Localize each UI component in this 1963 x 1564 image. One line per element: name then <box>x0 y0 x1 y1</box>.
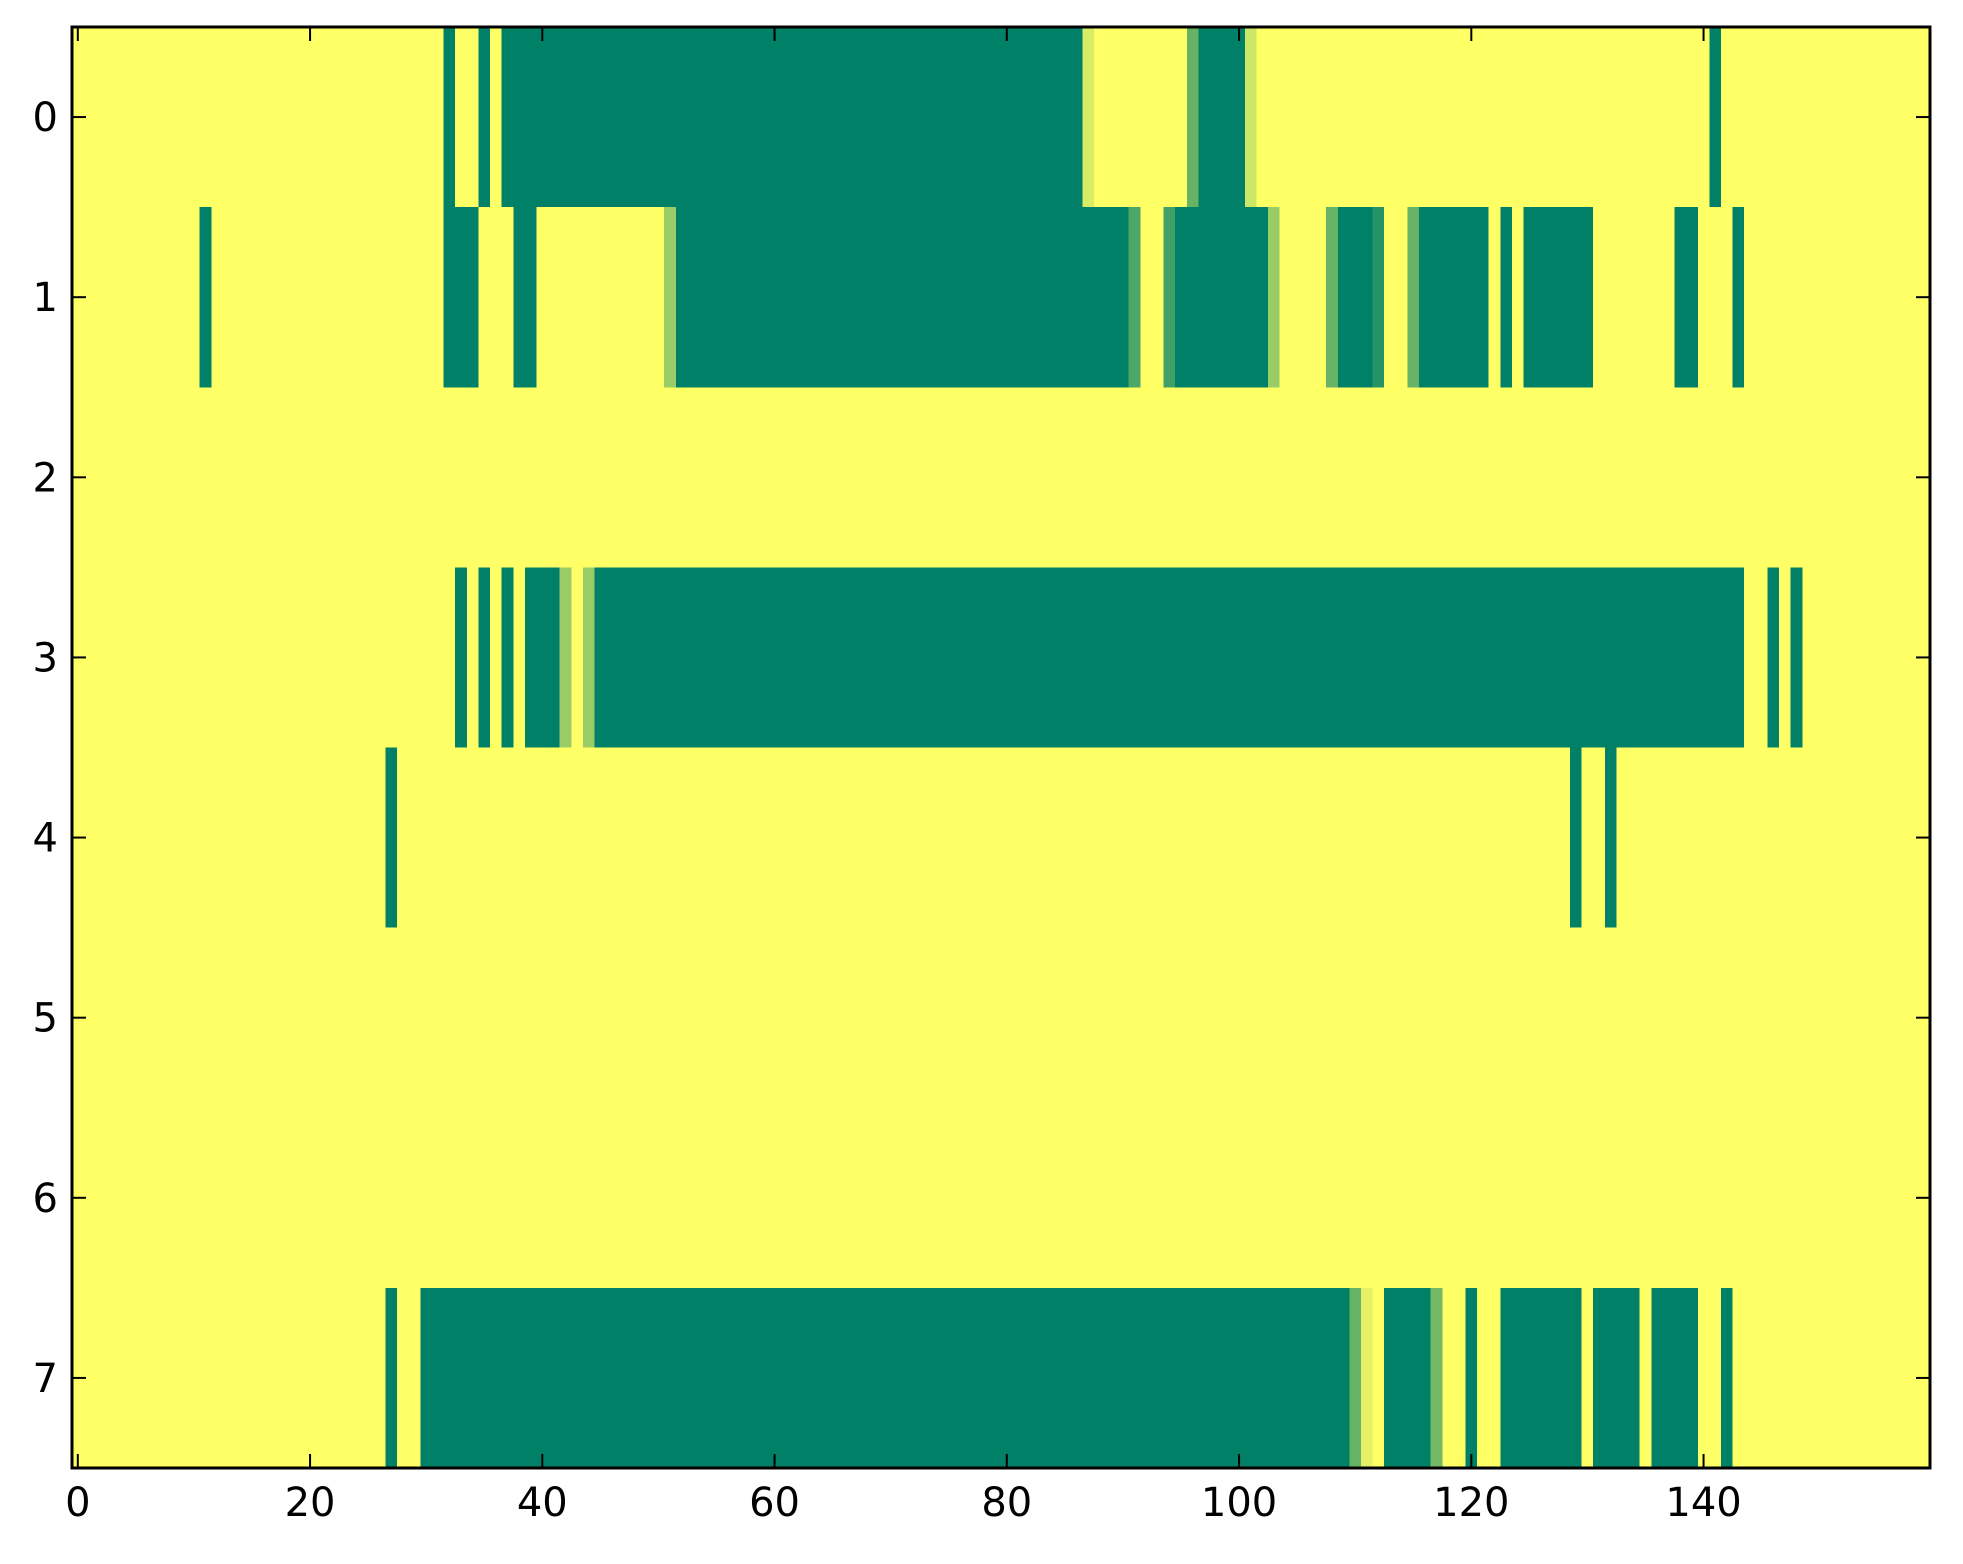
heatmap-cell <box>1186 27 1199 208</box>
heatmap-cell <box>501 567 514 748</box>
heatmap-cell <box>443 27 456 208</box>
heatmap-cell <box>1326 207 1338 388</box>
x-tick-label: 60 <box>749 1480 800 1526</box>
heatmap-cell <box>1500 207 1512 388</box>
heatmap-cell <box>443 207 479 388</box>
heatmap-cell <box>1419 207 1489 388</box>
x-tick-label: 140 <box>1665 1480 1741 1526</box>
axis-ticks <box>72 27 1930 1468</box>
heatmap-cell <box>1500 1287 1582 1468</box>
heatmap-cell <box>594 567 1745 748</box>
y-axis-tick-labels: 0 1 2 3 4 5 6 7 <box>33 95 58 1402</box>
y-tick-label: 1 <box>33 275 58 321</box>
x-tick-label: 0 <box>65 1480 90 1526</box>
heatmap-cell <box>1082 27 1094 208</box>
heatmap-cell <box>420 1287 1350 1468</box>
y-tick-label: 6 <box>33 1176 58 1222</box>
y-tick-label: 5 <box>33 996 58 1042</box>
heatmap-cell <box>455 567 467 748</box>
heatmap-cell <box>1198 27 1245 208</box>
heatmap-cell <box>1349 1287 1361 1468</box>
y-tick-label: 4 <box>33 816 58 862</box>
heatmap-cell <box>524 567 560 748</box>
heatmap-cell <box>1720 1287 1733 1468</box>
heatmap-cell <box>513 207 537 388</box>
x-tick-label: 20 <box>285 1480 336 1526</box>
heatmap-cell <box>1163 207 1176 388</box>
heatmap-cell <box>385 1287 398 1468</box>
heatmap-cells <box>72 27 1930 1468</box>
heatmap-cell <box>1790 567 1803 748</box>
heatmap-cell <box>1175 207 1269 388</box>
heatmap-cell <box>1384 1287 1431 1468</box>
heatmap-cell <box>664 207 676 388</box>
y-tick-label: 3 <box>33 635 58 681</box>
heatmap-cell <box>1674 207 1698 388</box>
heatmap-cell <box>1128 207 1141 388</box>
heatmap-cell <box>1523 207 1594 388</box>
x-axis-tick-labels: 0 20 40 60 80 100 120 140 <box>65 1480 1742 1526</box>
heatmap-cell <box>1651 1287 1698 1468</box>
heatmap-cell <box>1732 207 1745 388</box>
heatmap-cell <box>1430 1287 1443 1468</box>
x-tick-label: 100 <box>1201 1480 1277 1526</box>
heatmap-cell <box>582 567 595 748</box>
y-tick-label: 7 <box>33 1356 58 1402</box>
heatmap-cell <box>1244 27 1257 208</box>
x-tick-label: 120 <box>1433 1480 1509 1526</box>
heatmap-cell <box>1465 1287 1478 1468</box>
heatmap-cell <box>478 27 491 208</box>
plot-frame <box>70 25 1932 1470</box>
y-tick-label: 2 <box>33 455 58 501</box>
heatmap-cell <box>559 567 572 748</box>
heatmap-cell <box>675 207 1129 388</box>
y-tick-label: 0 <box>33 95 58 141</box>
heatmap-cell <box>1709 27 1721 208</box>
heatmap-cell <box>1593 1287 1640 1468</box>
heatmap-cell <box>478 567 491 748</box>
heatmap-cell <box>1407 207 1420 388</box>
heatmap-cell <box>1570 747 1582 928</box>
heatmap-cell <box>1360 1287 1373 1468</box>
heatmap-cell <box>1337 207 1373 388</box>
heatmap-cell <box>1604 747 1617 928</box>
heatmap-cell <box>501 27 1083 208</box>
heatmap-cell <box>199 207 212 388</box>
heatmap-cell <box>1268 207 1280 388</box>
heatmap-cell <box>1372 207 1385 388</box>
x-tick-label: 80 <box>981 1480 1032 1526</box>
x-tick-label: 40 <box>517 1480 568 1526</box>
heatmap-cell <box>385 747 398 928</box>
heatmap-cell <box>1767 567 1780 748</box>
